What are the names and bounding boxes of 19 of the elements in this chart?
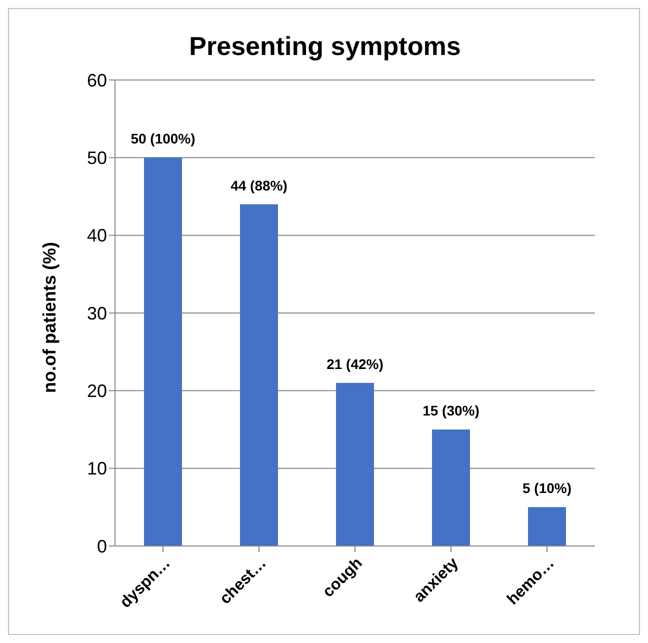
y-tick-label: 0	[96, 536, 107, 556]
data-label: 5 (10%)	[522, 480, 572, 496]
y-tick-label: 20	[86, 381, 107, 402]
y-axis-title: no.of patients (%)	[39, 242, 60, 393]
data-label: 15 (30%)	[422, 402, 480, 418]
data-label: 44 (88%)	[230, 177, 288, 194]
data-label: 21 (42%)	[326, 356, 384, 372]
y-tick-label: 40	[86, 226, 107, 246]
y-tick-label: 10	[86, 458, 107, 479]
bar	[336, 382, 374, 546]
y-tick-label: 60	[86, 70, 107, 90]
bar	[432, 430, 470, 546]
bar	[144, 158, 182, 546]
bar	[240, 204, 278, 546]
y-tick-label: 30	[86, 303, 107, 324]
data-label: 50 (100%)	[130, 130, 196, 147]
y-tick-label: 50	[86, 148, 107, 168]
chart-title: Presenting symptoms	[188, 31, 462, 62]
bar	[528, 507, 566, 546]
